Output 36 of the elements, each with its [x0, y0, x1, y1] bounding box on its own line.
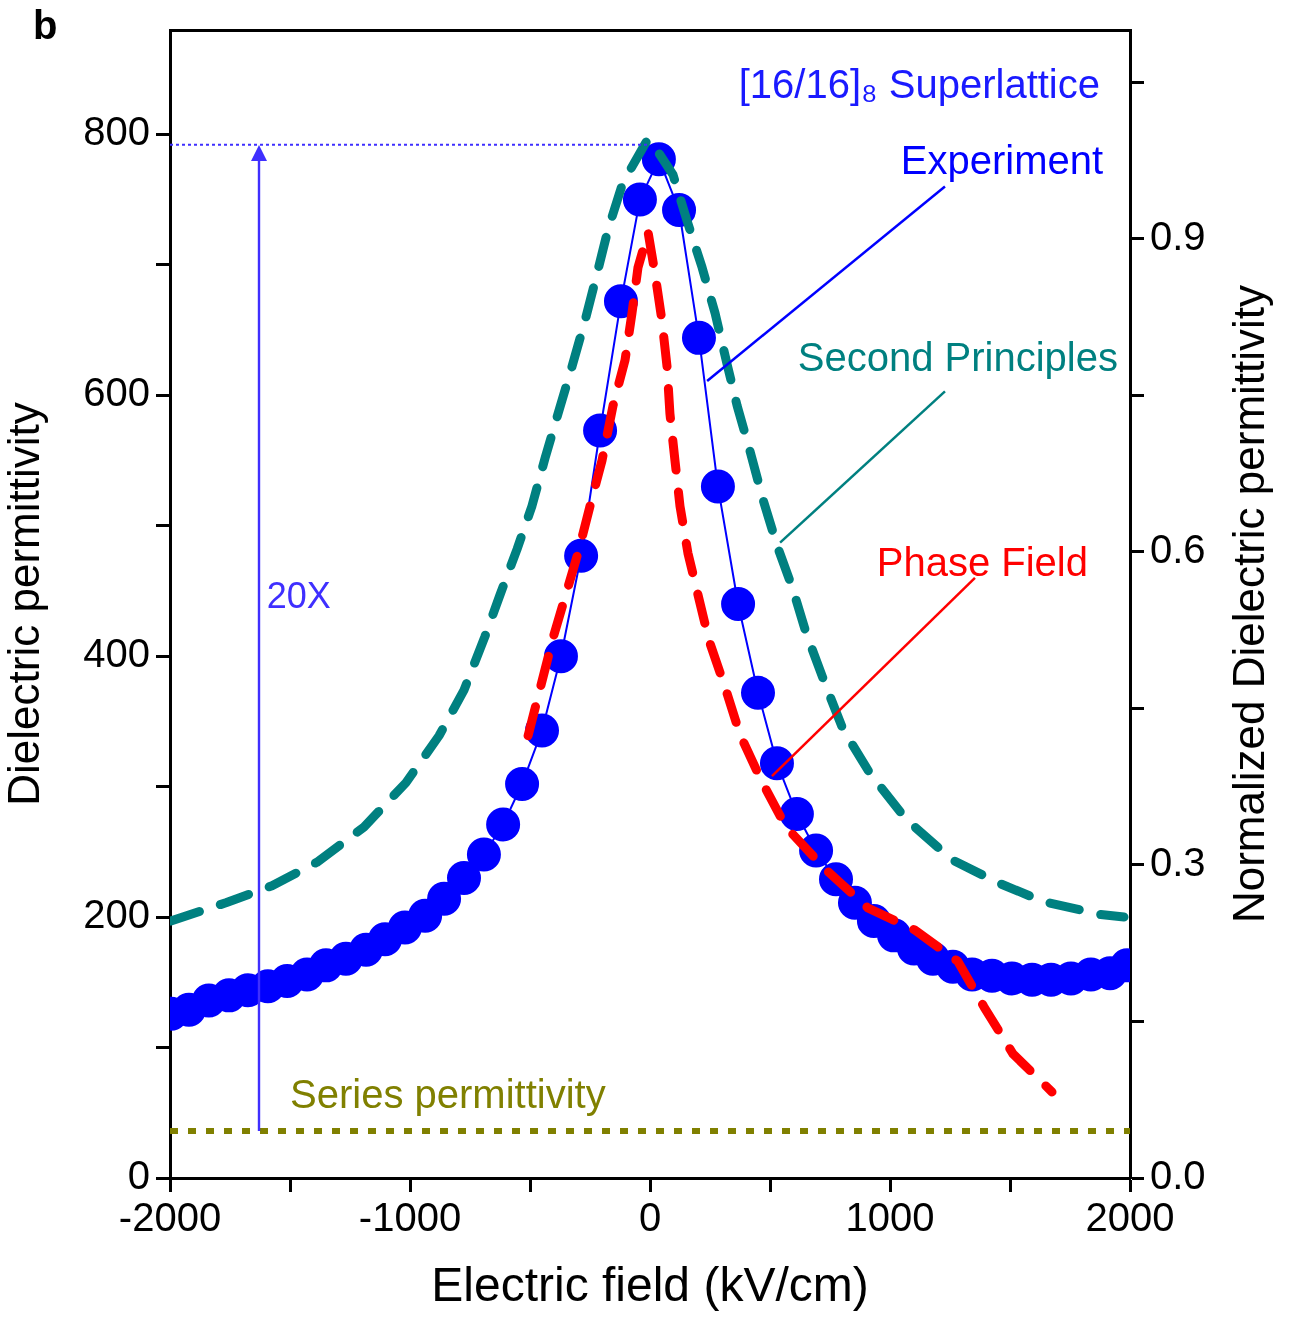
point — [427, 881, 462, 916]
y2-tick-label: 0.3 — [1150, 839, 1206, 884]
point — [681, 320, 716, 355]
y-tick-label: 600 — [83, 370, 150, 415]
text: [16/16]₈ Superlattice — [738, 62, 1100, 107]
x-tick-label: -2000 — [118, 1195, 222, 1240]
series-label: Series permittivity — [290, 1072, 606, 1117]
point — [759, 746, 794, 781]
x-tick-label: 0 — [638, 1195, 662, 1240]
text: Phase Field — [876, 539, 1088, 584]
point — [505, 767, 540, 802]
x-tick-label: 2000 — [1085, 1195, 1175, 1240]
y-tick-label: 400 — [83, 631, 150, 676]
series-label: Second Principles — [797, 335, 1118, 380]
y-tick-label: 800 — [83, 109, 150, 154]
point — [779, 797, 814, 832]
y-axis-title: Dielectric permittivity — [0, 402, 48, 806]
annotation: 20X — [266, 574, 331, 616]
y2-tick-label: 0.0 — [1150, 1153, 1206, 1198]
x-axis-title: Electric field (kV/cm) — [431, 1258, 869, 1312]
y2-axis-title: Normalized Dielectric permittivity — [1224, 284, 1274, 924]
point — [622, 182, 657, 217]
point — [486, 807, 521, 842]
point — [466, 837, 501, 872]
y-tick-label: 0 — [127, 1153, 150, 1198]
point — [721, 587, 756, 621]
point — [741, 675, 775, 710]
y-tick-label: 200 — [83, 892, 150, 937]
point — [447, 860, 481, 895]
y2-tick-label: 0.6 — [1150, 526, 1206, 571]
y2-tick-label: 0.9 — [1150, 213, 1206, 258]
point — [700, 469, 735, 504]
text: Experiment — [900, 138, 1104, 183]
x-tick-label: 1000 — [845, 1195, 935, 1240]
text: b — [33, 3, 58, 48]
x-tick-label: -1000 — [358, 1195, 462, 1240]
